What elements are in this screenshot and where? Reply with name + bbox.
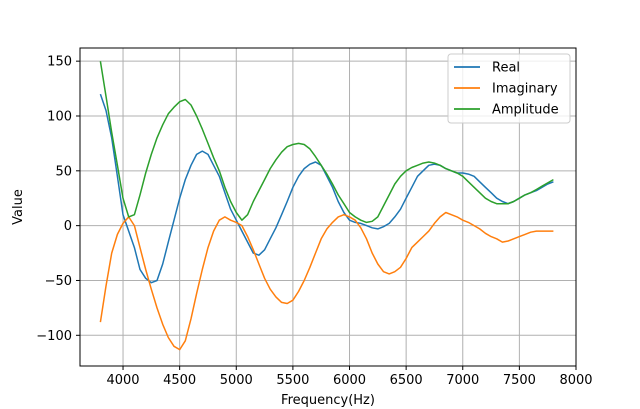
- legend: Real Imaginary Amplitude: [447, 53, 571, 124]
- x-tick-label: 4500: [163, 373, 196, 388]
- x-tick-label: 5500: [276, 373, 309, 388]
- y-axis-label: Value: [11, 189, 26, 225]
- x-tick-label: 7000: [446, 373, 479, 388]
- plot-frame: [79, 47, 577, 367]
- legend-label-real: Real: [492, 61, 520, 76]
- series-line-amplitude: [99, 61, 554, 224]
- x-axis-label: Frequency(Hz): [281, 393, 375, 408]
- y-tick-label: −100: [36, 329, 72, 344]
- y-tick-label: −50: [45, 274, 72, 289]
- x-tick-label: 6500: [390, 373, 423, 388]
- y-tick-label: 100: [47, 109, 72, 124]
- x-tick-label: 4000: [106, 373, 139, 388]
- x-tick-label: 6000: [333, 373, 366, 388]
- legend-box: [447, 53, 571, 124]
- x-tick-label: 5000: [220, 373, 253, 388]
- axis-ticks: 4000 4500 5000 5500 6000 6500 7000 7500 8000 −100…: [36, 55, 592, 388]
- series-line-imaginary: [99, 211, 554, 351]
- legend-label-amplitude: Amplitude: [492, 103, 559, 118]
- x-tick-label: 7500: [503, 373, 536, 388]
- y-tick-label: 50: [55, 164, 72, 179]
- series-lines: [99, 61, 554, 351]
- y-tick-label: 150: [47, 55, 72, 70]
- legend-items: Real Imaginary Amplitude: [454, 61, 559, 118]
- series-line-real: [99, 93, 554, 284]
- legend-label-imaginary: Imaginary: [492, 82, 558, 97]
- x-tick-label: 8000: [559, 373, 592, 388]
- y-tick-label: 0: [64, 219, 72, 234]
